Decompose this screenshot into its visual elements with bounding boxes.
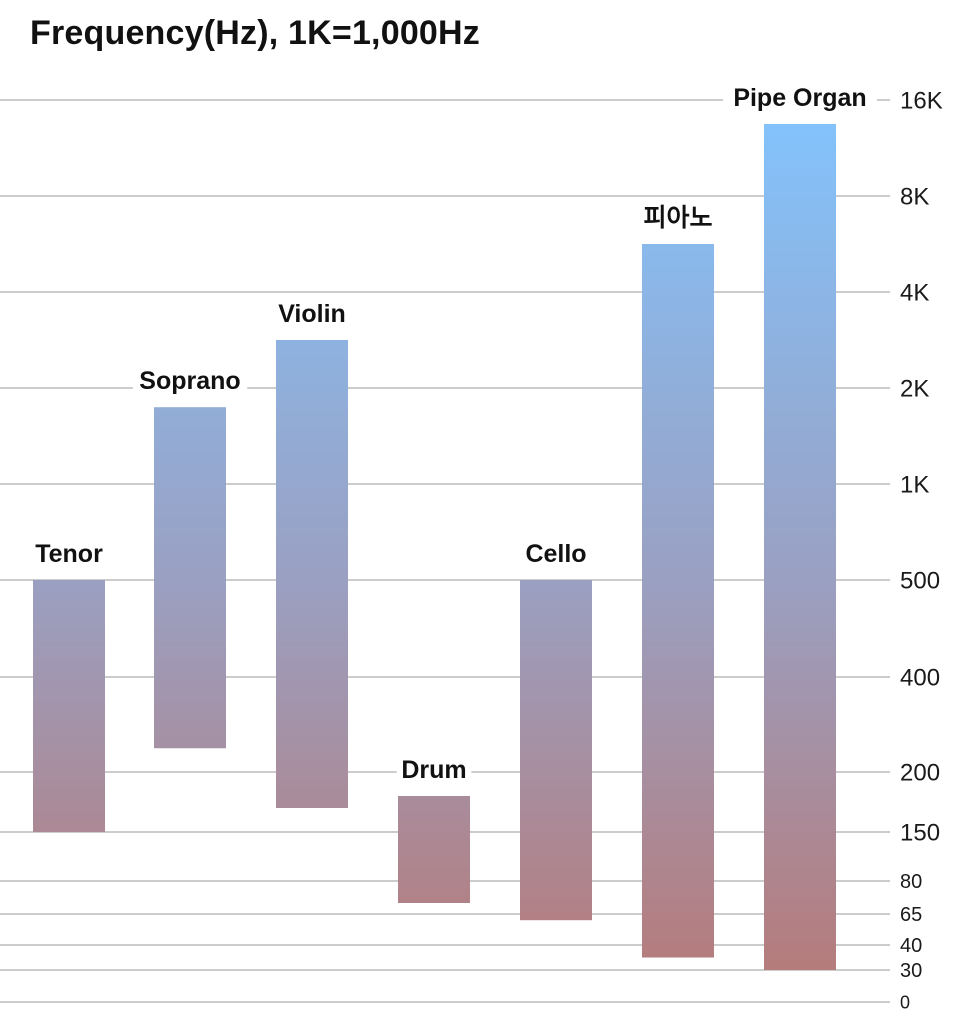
y-tick-label: 150 [900,820,940,847]
chart-title: Frequency(Hz), 1K=1,000Hz [30,14,480,52]
y-tick-label: 1K [900,472,929,499]
y-tick-label: 30 [900,960,922,982]
range-bar-Pipe Organ [764,124,836,970]
y-tick-label: 16K [900,88,943,115]
bar-label-background [261,300,363,330]
category-label: Soprano [139,367,240,395]
y-tick-label: 40 [900,935,922,957]
category-label: Pipe Organ [733,84,866,112]
y-tick-label: 8K [900,184,929,211]
bar-label-background [512,540,600,570]
y-tick-label: 200 [900,760,940,787]
y-tick-label: 400 [900,665,940,692]
bar-label-background [723,84,877,114]
y-tick-label: 0 [900,992,910,1012]
bar-label-background [396,756,472,786]
range-bar-피아노 [642,244,714,958]
category-label: Tenor [35,540,103,568]
y-tick-label: 500 [900,568,940,595]
y-tick-label: 2K [900,376,929,403]
range-bar-Violin [276,340,348,808]
range-bar-Cello [520,580,592,921]
range-bar-Soprano [154,407,226,749]
y-tick-label: 80 [900,871,922,893]
category-label: Drum [401,756,466,784]
category-label: Violin [278,300,346,328]
range-bar-Drum [398,796,470,903]
bar-label-background [631,204,725,234]
category-label: Cello [525,540,586,568]
bar-label-background [132,367,248,398]
category-label: 피아노 [643,204,712,232]
range-bar-Tenor [33,580,105,832]
y-tick-label: 4K [900,280,929,307]
y-tick-label: 65 [900,904,922,926]
bar-label-background [25,540,113,570]
